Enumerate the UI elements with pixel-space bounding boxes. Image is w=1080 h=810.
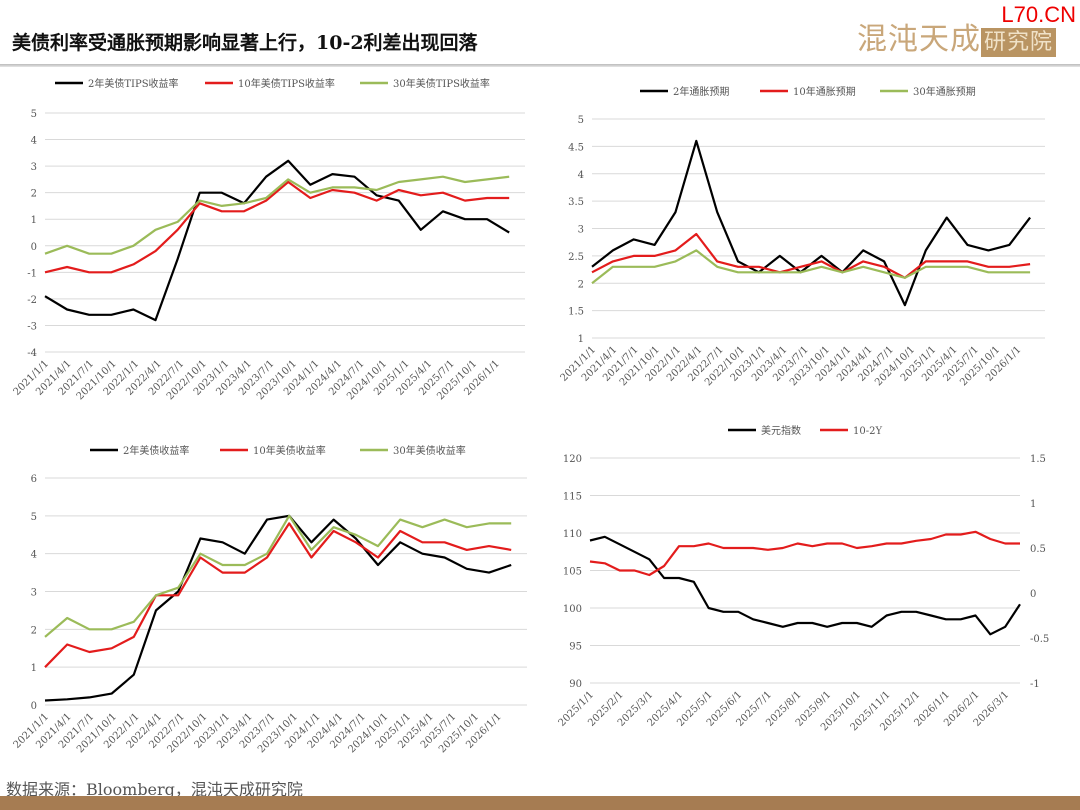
chart-3: 01234562021/1/12021/4/12021/7/12021/10/1… — [12, 444, 527, 755]
y-tick-label: -1 — [27, 268, 37, 279]
series-line-1 — [589, 535, 1021, 636]
logo: 混沌天成 研究院 — [857, 14, 1056, 58]
y-tick-label: 4 — [31, 136, 37, 147]
y-tick-label: 2 — [578, 279, 584, 290]
y-tick-label: -3 — [27, 321, 37, 332]
y2-tick-label: 0 — [1030, 589, 1036, 600]
y-tick-label: 2 — [31, 189, 37, 200]
y-tick-label: 1 — [31, 215, 37, 226]
footer-bar — [0, 796, 1080, 810]
series-line-3 — [44, 175, 510, 255]
series-line-2 — [591, 232, 1031, 279]
header-divider — [0, 64, 1080, 67]
legend-label: 2年美债TIPS收益率 — [88, 77, 179, 90]
y-tick-label: 3 — [31, 588, 37, 599]
legend-label: 30年通胀预期 — [913, 85, 976, 98]
series-line-1 — [44, 159, 510, 322]
y-tick-label: 120 — [563, 454, 582, 465]
series-line-3 — [591, 249, 1031, 285]
y-tick-label: 0 — [31, 701, 37, 712]
y-tick-label: 3 — [578, 225, 584, 236]
y-tick-label: 4.5 — [568, 142, 584, 153]
chart-2: 11.522.533.544.552021/1/12021/4/12021/7/… — [559, 85, 1045, 388]
series-line-2 — [589, 530, 1020, 577]
y-tick-label: 1.5 — [568, 307, 584, 318]
logo-badge: 研究院 — [980, 28, 1056, 57]
series-line-3 — [44, 514, 512, 638]
y-tick-label: 105 — [563, 567, 582, 578]
legend-label: 30年美债收益率 — [393, 444, 466, 457]
y-tick-label: 95 — [569, 642, 582, 653]
y-tick-label: 2.5 — [568, 252, 584, 263]
y-tick-label: 5 — [31, 109, 37, 120]
y2-tick-label: -0.5 — [1030, 634, 1049, 645]
legend-label: 美元指数 — [761, 424, 801, 437]
legend-label: 2年通胀预期 — [673, 85, 729, 98]
y-tick-label: 4 — [31, 550, 37, 561]
y-tick-label: 5 — [578, 115, 584, 126]
legend-label: 10-2Y — [853, 426, 882, 437]
legend-label: 10年美债TIPS收益率 — [238, 77, 335, 90]
y2-tick-label: 0.5 — [1030, 544, 1046, 555]
y-tick-label: 1 — [578, 334, 584, 345]
y-tick-label: 1 — [31, 663, 37, 674]
legend-label: 10年美债收益率 — [253, 444, 326, 457]
series-line-1 — [591, 139, 1031, 307]
legend-label: 30年美债TIPS收益率 — [393, 77, 490, 90]
logo-text: 混沌天成 — [856, 22, 981, 57]
chart-1: -4-3-2-10123452021/1/12021/4/12021/7/120… — [12, 77, 525, 402]
y-tick-label: 2 — [31, 625, 37, 636]
y-tick-label: 3 — [31, 162, 37, 173]
chart-4: 9095100105110115120-1-0.500.511.52025/1/… — [557, 424, 1050, 733]
y-tick-label: 0 — [31, 242, 37, 253]
y-tick-label: 4 — [578, 170, 584, 181]
legend-label: 2年美债收益率 — [123, 444, 189, 457]
legend-label: 10年通胀预期 — [793, 85, 856, 98]
y2-tick-label: -1 — [1030, 679, 1040, 690]
y-tick-label: 6 — [31, 474, 37, 485]
y-tick-label: 90 — [569, 679, 582, 690]
series-line-2 — [44, 522, 512, 668]
y-tick-label: 3.5 — [568, 197, 584, 208]
y2-tick-label: 1.5 — [1030, 454, 1046, 465]
series-line-2 — [44, 180, 510, 274]
y-tick-label: 5 — [31, 512, 37, 523]
y-tick-label: 115 — [563, 492, 582, 503]
page-title: 美债利率受通胀预期影响显著上行，10-2利差出现回落 — [12, 32, 478, 54]
y-tick-label: 100 — [563, 604, 582, 615]
y-tick-label: -2 — [27, 295, 37, 306]
y2-tick-label: 1 — [1030, 499, 1036, 510]
source-note: 数据来源：Bloomberg，混沌天成研究院 — [6, 780, 303, 799]
y-tick-label: -4 — [27, 348, 37, 359]
series-line-1 — [44, 514, 512, 702]
watermark: L70.CN — [1001, 2, 1076, 27]
y-tick-label: 110 — [563, 529, 582, 540]
